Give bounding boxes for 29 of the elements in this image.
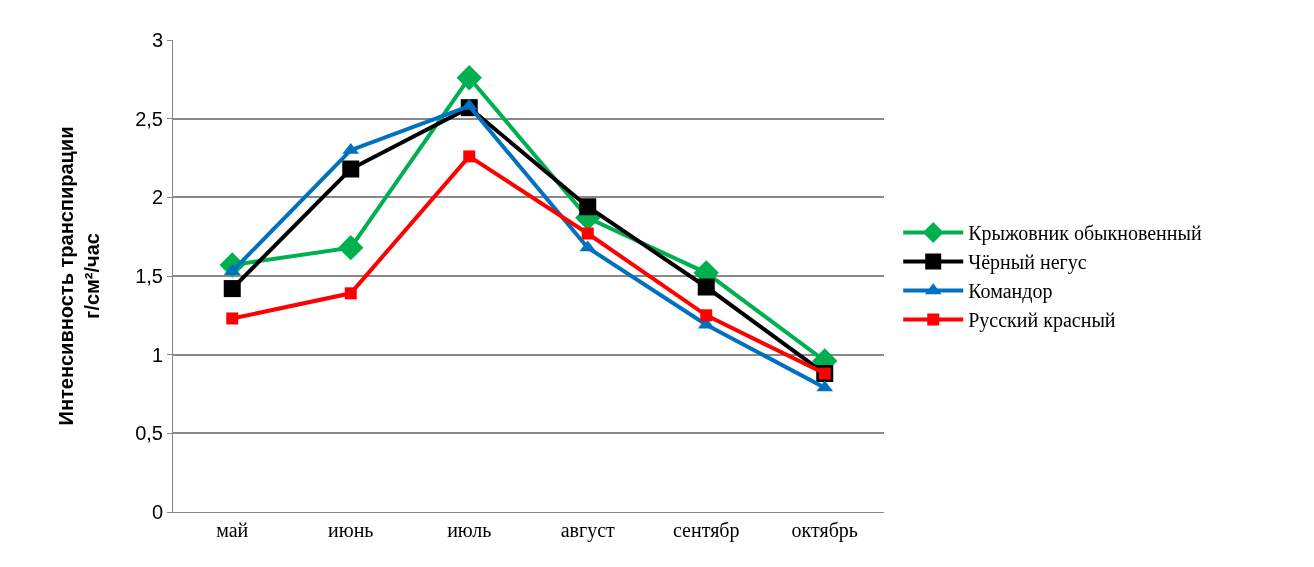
legend-label: Командор bbox=[968, 280, 1053, 304]
point bbox=[456, 65, 482, 91]
y-tick-label: 3 bbox=[151, 29, 163, 51]
y-tick-label: 2 bbox=[151, 186, 163, 209]
x-tick-label: сентябр bbox=[672, 519, 740, 542]
y-tick-label: 2,5 bbox=[135, 107, 163, 130]
point bbox=[463, 150, 476, 163]
point bbox=[344, 287, 357, 300]
point bbox=[342, 160, 360, 178]
y-axis-title: Интенсивность транспирации г/см²/час bbox=[54, 126, 103, 426]
x-tick-label: август bbox=[560, 519, 616, 542]
point bbox=[338, 235, 364, 261]
x-tick-label: октябрь bbox=[791, 519, 858, 542]
legend-label: Чёрный негус bbox=[968, 251, 1087, 275]
x-tick-label: июль bbox=[447, 519, 492, 541]
y-tick-label: 1 bbox=[151, 343, 163, 366]
y-tick-label: 1,5 bbox=[135, 265, 163, 287]
y-tick-label: 0,5 bbox=[135, 422, 163, 445]
legend-label: Крыжовник обыкновенный bbox=[968, 222, 1202, 246]
point bbox=[700, 309, 713, 322]
x-tick-label: май bbox=[216, 519, 249, 541]
point bbox=[581, 227, 594, 240]
point bbox=[579, 198, 597, 216]
x-tick-label: июнь bbox=[328, 519, 374, 541]
point bbox=[223, 280, 241, 298]
legend-label: Русский красный bbox=[968, 309, 1116, 333]
y-tick-label: 0 bbox=[151, 501, 163, 523]
point bbox=[697, 278, 715, 296]
point bbox=[226, 312, 239, 325]
